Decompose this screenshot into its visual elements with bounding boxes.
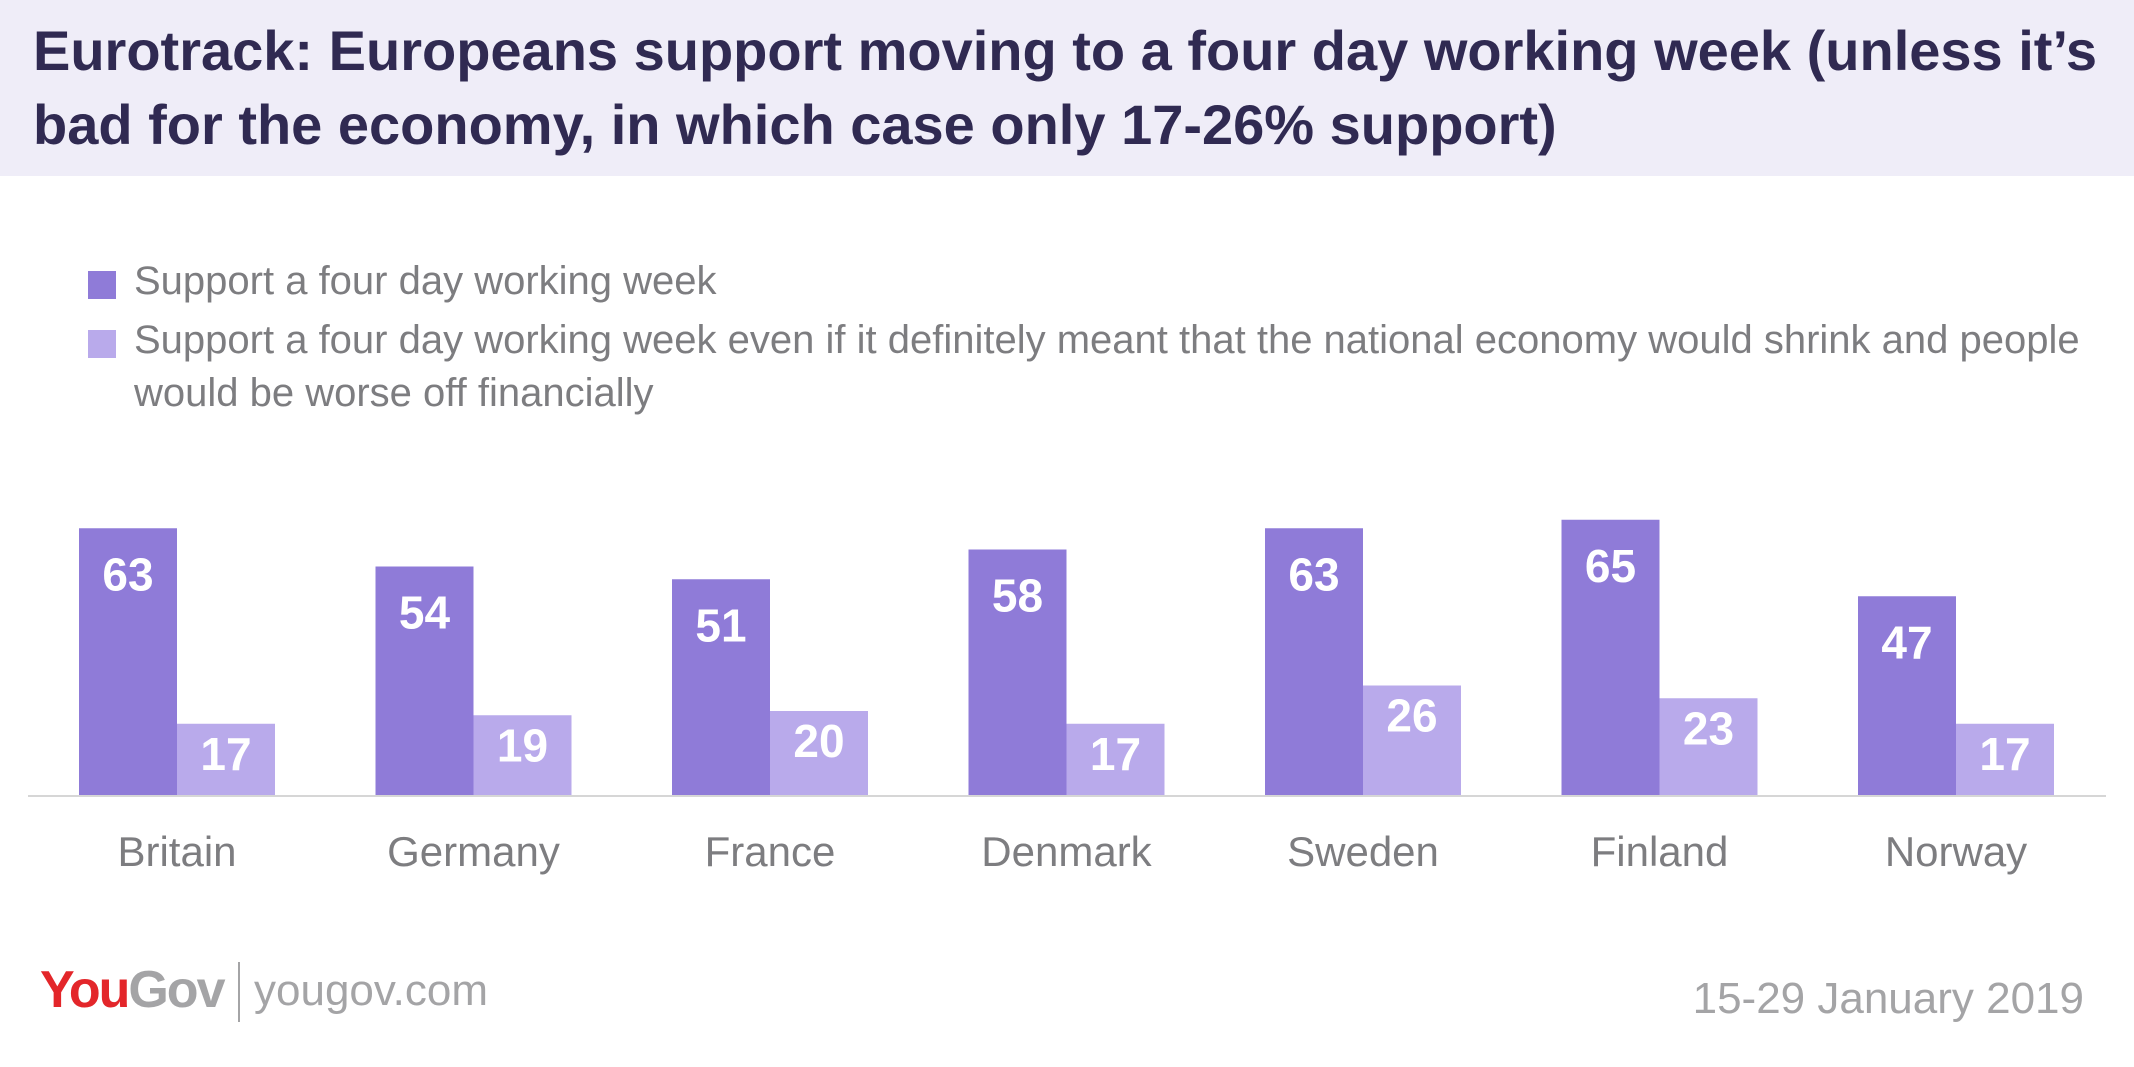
- bar-finland-series-1: [1561, 519, 1660, 796]
- category-label-norway: Norway: [1885, 828, 2027, 875]
- bar-britain-series-2: [177, 723, 275, 796]
- legend-swatch-series-1: [88, 271, 116, 299]
- chart-title: Eurotrack: Europeans support moving to a…: [33, 19, 2098, 156]
- bar-chart: 63 17 Britain 54 19 Germany 51 20 France 58 17 Denm…: [28, 519, 2106, 875]
- data-label-britain-series-2: 17: [200, 728, 251, 780]
- category-label-germany: Germany: [387, 828, 560, 875]
- legend-item-series-2: Support a four day working week even if …: [88, 314, 2088, 420]
- data-label-sweden-series-1: 63: [1288, 548, 1339, 600]
- category-label-france: France: [705, 828, 836, 875]
- bar-sweden-series-2: [1363, 685, 1461, 796]
- footer-url: yougov.com: [254, 966, 488, 1015]
- title-band: [0, 0, 2134, 176]
- data-label-britain-series-1: 63: [102, 548, 153, 600]
- data-label-sweden-series-2: 26: [1386, 690, 1437, 742]
- category-label-britain: Britain: [117, 828, 236, 875]
- data-label-finland-series-2: 23: [1683, 702, 1734, 754]
- logo-gov: Gov: [128, 961, 225, 1019]
- bar-france-series-2: [770, 711, 868, 796]
- data-label-denmark-series-1: 58: [992, 570, 1043, 622]
- legend-label-series-1: Support a four day working week: [134, 259, 717, 303]
- bar-france-series-1: [672, 579, 770, 796]
- bar-finland-series-2: [1659, 698, 1758, 796]
- bar-germany-series-2: [473, 715, 572, 796]
- data-label-france-series-2: 20: [793, 715, 844, 767]
- data-label-denmark-series-2: 17: [1090, 728, 1141, 780]
- data-label-norway-series-1: 47: [1881, 616, 1932, 668]
- category-label-denmark: Denmark: [981, 828, 1152, 875]
- bar-sweden-series-1: [1265, 528, 1363, 796]
- logo-you: You: [40, 961, 130, 1019]
- bar-germany-series-1: [375, 566, 474, 796]
- data-label-france-series-1: 51: [695, 599, 746, 651]
- data-label-norway-series-2: 17: [1979, 728, 2030, 780]
- legend: Support a four day working week Support …: [88, 255, 2088, 426]
- bar-denmark-series-2: [1066, 723, 1165, 796]
- data-label-germany-series-2: 19: [497, 719, 548, 771]
- data-label-germany-series-1: 54: [399, 587, 451, 639]
- category-label-sweden: Sweden: [1287, 828, 1439, 875]
- bar-norway-series-1: [1858, 596, 1956, 796]
- bar-norway-series-2: [1956, 723, 2054, 796]
- legend-label-series-2: Support a four day working week even if …: [134, 318, 2080, 415]
- legend-swatch-series-2: [88, 330, 116, 358]
- yougov-logo: YouGov: [40, 960, 226, 1020]
- bar-britain-series-1: [79, 528, 177, 796]
- data-label-finland-series-1: 65: [1585, 540, 1636, 592]
- bar-denmark-series-1: [968, 549, 1067, 796]
- survey-date: 15-29 January 2019: [1692, 974, 2084, 1023]
- footer-divider: [238, 962, 240, 1022]
- legend-item-series-1: Support a four day working week: [88, 255, 2088, 308]
- category-label-finland: Finland: [1591, 828, 1729, 875]
